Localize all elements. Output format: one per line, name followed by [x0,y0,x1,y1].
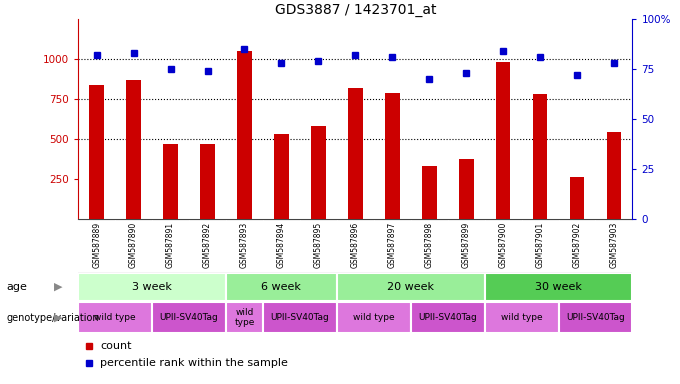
Text: GSM587898: GSM587898 [425,222,434,268]
Bar [337,302,411,333]
Bar [126,80,141,219]
Text: 20 week: 20 week [387,282,435,292]
Text: GSM587891: GSM587891 [166,222,175,268]
Bar [607,132,622,219]
Bar [78,302,152,333]
Text: wild type: wild type [95,313,136,322]
Text: 30 week: 30 week [535,282,582,292]
Bar [89,85,104,219]
Bar [311,126,326,219]
Bar [348,88,362,219]
Text: GSM587902: GSM587902 [573,222,581,268]
Bar [226,273,337,301]
Bar [226,302,263,333]
Text: 3 week: 3 week [132,282,172,292]
Text: UPII-SV40Tag: UPII-SV40Tag [418,313,477,322]
Text: GSM587890: GSM587890 [129,222,138,268]
Bar [78,273,226,301]
Text: UPII-SV40Tag: UPII-SV40Tag [160,313,218,322]
Bar [532,94,547,219]
Text: GSM587892: GSM587892 [203,222,212,268]
Text: UPII-SV40Tag: UPII-SV40Tag [566,313,625,322]
Bar [570,177,584,219]
Text: GSM587901: GSM587901 [536,222,545,268]
Text: percentile rank within the sample: percentile rank within the sample [101,358,288,368]
Bar [385,93,400,219]
Text: ▶: ▶ [54,313,62,323]
Bar [422,166,437,219]
Title: GDS3887 / 1423701_at: GDS3887 / 1423701_at [275,3,436,17]
Bar [558,302,632,333]
Bar [163,144,178,219]
Text: GSM587900: GSM587900 [498,222,507,268]
Text: count: count [101,341,132,351]
Text: GSM587893: GSM587893 [240,222,249,268]
Text: GSM587899: GSM587899 [462,222,471,268]
Bar [337,273,485,301]
Bar [237,51,252,219]
Text: genotype/variation: genotype/variation [7,313,99,323]
Text: wild
type: wild type [235,308,254,328]
Text: GSM587889: GSM587889 [92,222,101,268]
Text: UPII-SV40Tag: UPII-SV40Tag [271,313,329,322]
Bar [485,302,558,333]
Text: wild type: wild type [353,313,394,322]
Text: 6 week: 6 week [262,282,301,292]
Bar [152,302,226,333]
Bar [274,134,289,219]
Bar [200,144,215,219]
Text: GSM587895: GSM587895 [314,222,323,268]
Text: GSM587903: GSM587903 [609,222,618,268]
Text: GSM587897: GSM587897 [388,222,396,268]
Bar [485,273,632,301]
Bar [411,302,485,333]
Text: GSM587894: GSM587894 [277,222,286,268]
Text: age: age [7,282,28,292]
Text: GSM587896: GSM587896 [351,222,360,268]
Text: ▶: ▶ [54,282,62,292]
Text: wild type: wild type [500,313,543,322]
Bar [496,62,511,219]
Bar [263,302,337,333]
Bar [459,159,473,219]
